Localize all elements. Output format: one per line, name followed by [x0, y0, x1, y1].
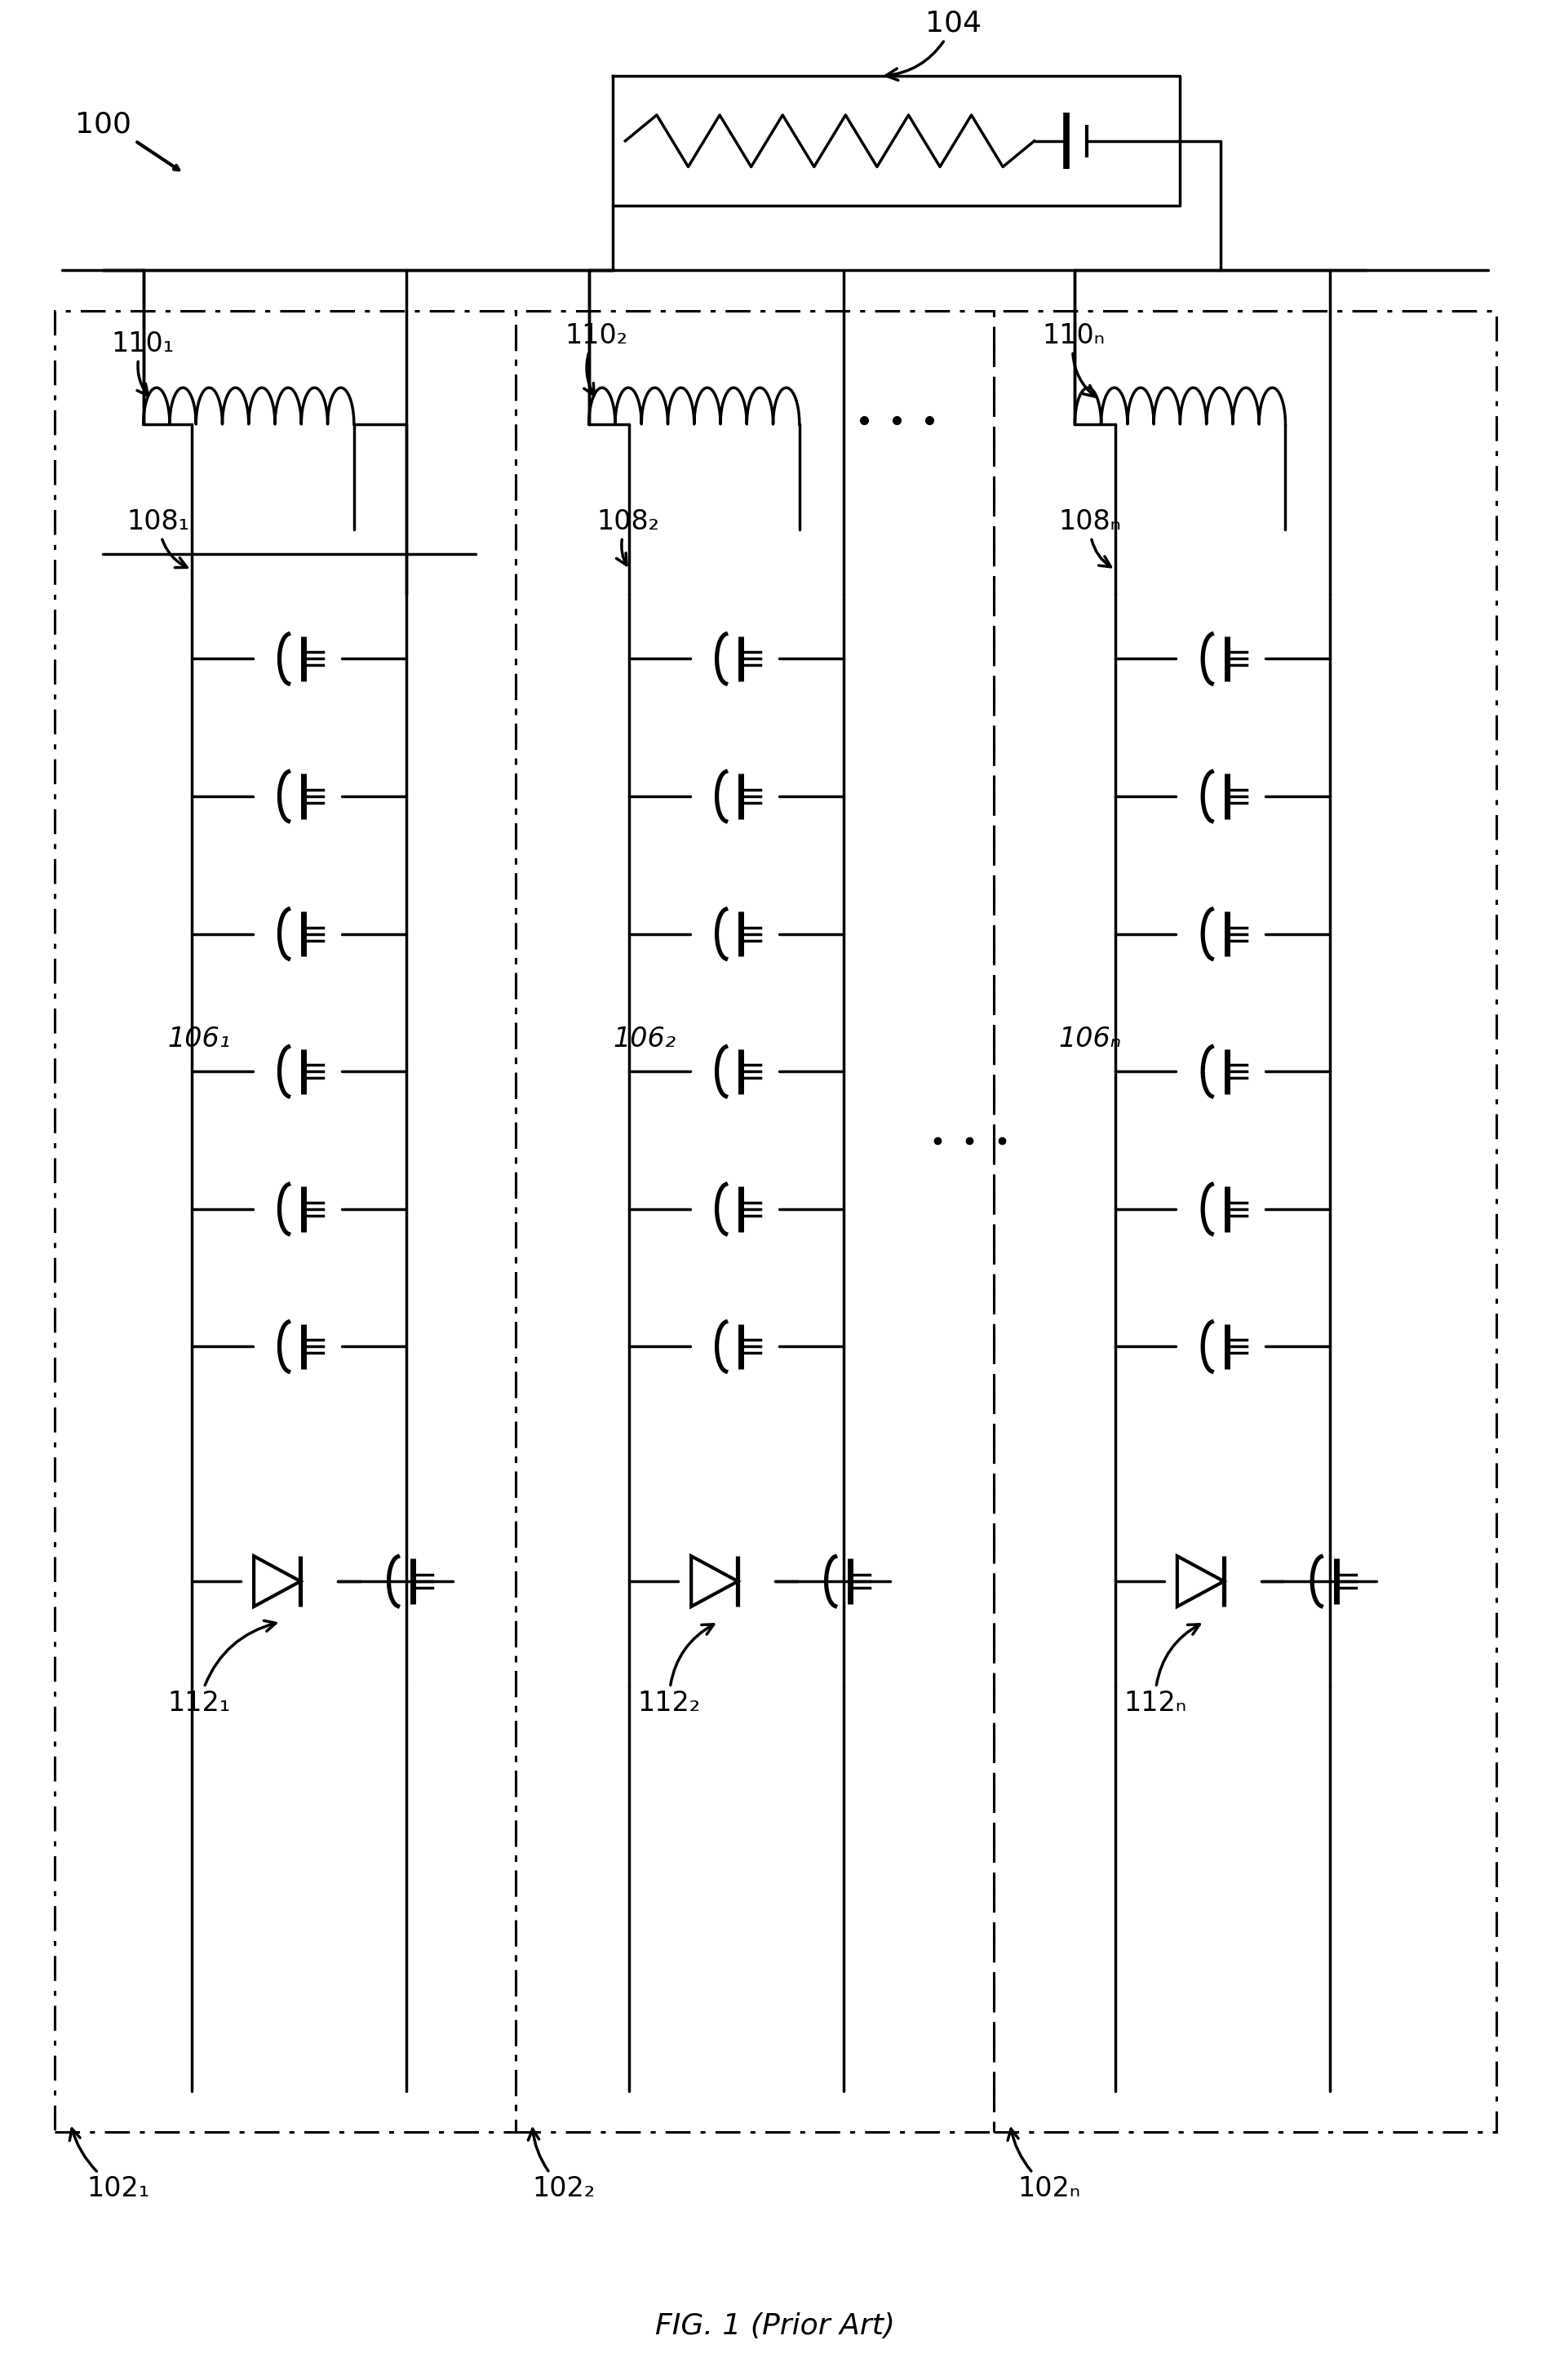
Polygon shape	[1178, 1557, 1225, 1606]
Text: 104: 104	[886, 10, 981, 81]
Text: 110ₙ: 110ₙ	[1042, 321, 1104, 397]
Polygon shape	[254, 1557, 301, 1606]
Bar	[55, 312, 516, 2132]
Text: 106ₙ: 106ₙ	[1059, 1026, 1122, 1052]
Text: 100: 100	[75, 112, 131, 138]
Text: 108₂: 108₂	[597, 507, 660, 564]
Text: 108ₙ: 108ₙ	[1059, 507, 1122, 566]
Text: 102₁: 102₁	[70, 2128, 150, 2202]
Text: 108₁: 108₁	[128, 507, 190, 566]
Polygon shape	[691, 1557, 738, 1606]
Text: 106₂: 106₂	[613, 1026, 675, 1052]
Bar	[994, 312, 1496, 2132]
Text: 102₂: 102₂	[529, 2128, 596, 2202]
Text: 112₁: 112₁	[167, 1621, 276, 1716]
Text: 106₁: 106₁	[167, 1026, 231, 1052]
Text: 112ₙ: 112ₙ	[1123, 1626, 1200, 1716]
Text: 110₁: 110₁	[111, 331, 173, 395]
Text: FIG. 1 (Prior Art): FIG. 1 (Prior Art)	[655, 2311, 895, 2340]
Text: 102ₙ: 102ₙ	[1008, 2128, 1081, 2202]
Bar	[516, 312, 994, 2132]
Text: 112₂: 112₂	[638, 1626, 713, 1716]
Text: 110₂: 110₂	[565, 321, 627, 395]
